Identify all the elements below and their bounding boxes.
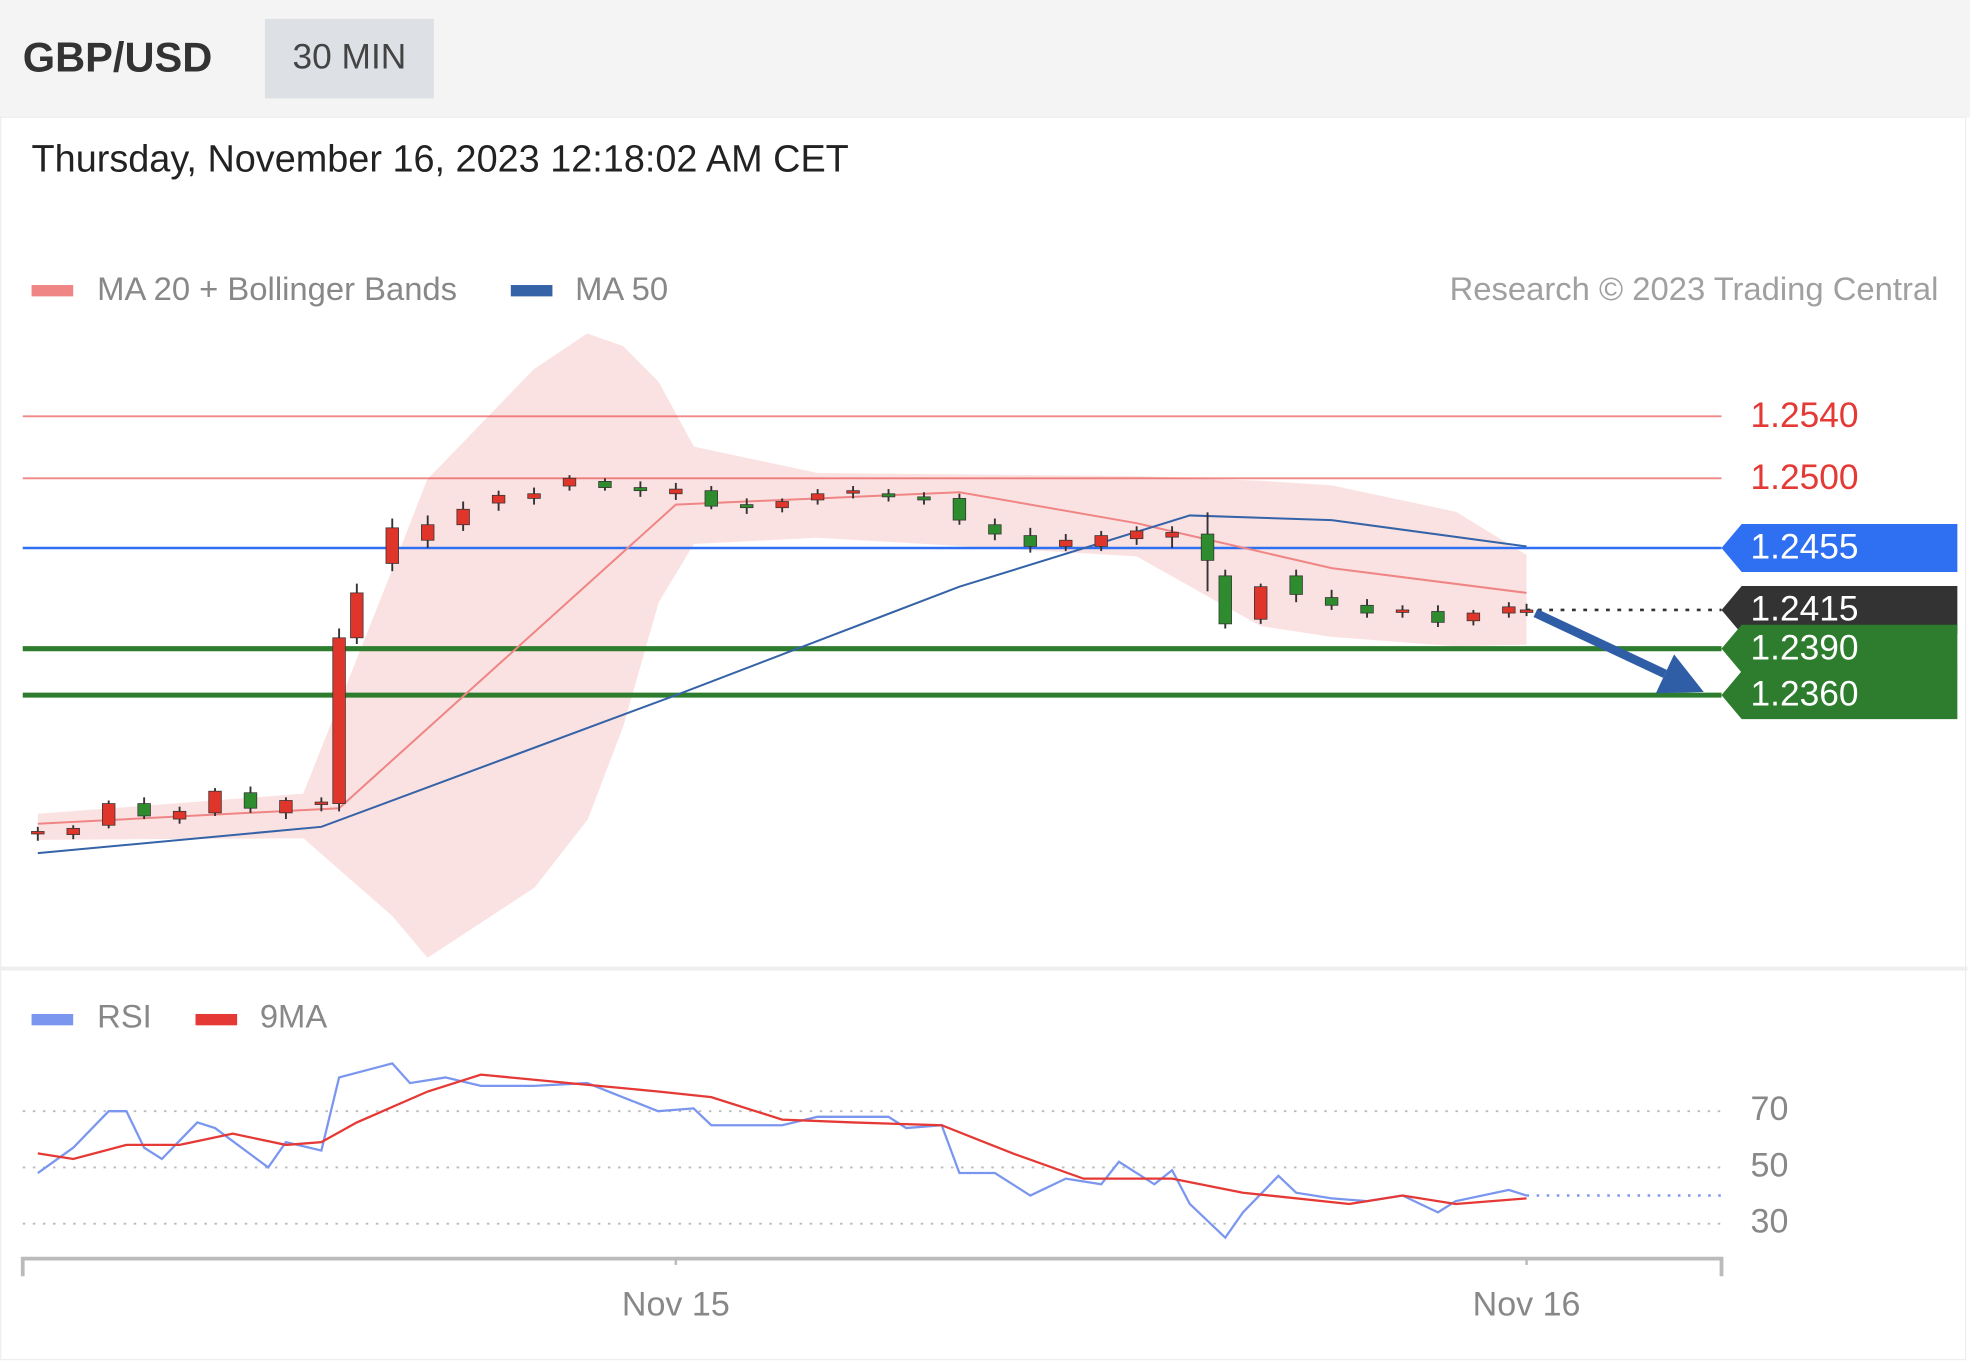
- candle-body: [1094, 535, 1108, 547]
- legend-label: 9MA: [260, 998, 328, 1035]
- level-tag: [1721, 585, 1958, 634]
- forecast-arrow: [1533, 609, 1667, 678]
- legend-label: RSI: [97, 998, 152, 1035]
- legend-label: MA 20 + Bollinger Bands: [97, 270, 457, 307]
- legend-swatch: [31, 1013, 74, 1026]
- y-tick-label: 50: [1751, 1146, 1789, 1184]
- legend-swatch: [31, 285, 74, 297]
- candle-body: [633, 487, 648, 492]
- candle-body: [31, 831, 45, 835]
- legend-label: MA 50: [575, 270, 668, 307]
- candle-body: [704, 490, 718, 507]
- candle-body: [1360, 604, 1374, 614]
- candle-body: [598, 480, 612, 488]
- bollinger-upper: [37, 333, 1527, 816]
- candle-body: [952, 498, 967, 521]
- candle-body: [846, 490, 860, 494]
- x-tick-label: Nov 16: [1473, 1286, 1581, 1324]
- candle-body: [917, 496, 931, 501]
- candle-body: [1218, 575, 1232, 625]
- timeframe-box: [264, 18, 434, 99]
- candle-body: [562, 477, 577, 487]
- level-tag: [1721, 524, 1958, 572]
- y-tick-label: 70: [1751, 1090, 1789, 1128]
- candle-body: [1129, 530, 1144, 540]
- candle-body: [1023, 535, 1037, 547]
- bollinger-fill: [37, 334, 1527, 957]
- moving-average: [37, 514, 1527, 855]
- candle-body: [527, 493, 541, 499]
- candle-body: [1502, 606, 1516, 614]
- candle-body: [1519, 609, 1534, 613]
- candle-body: [102, 803, 116, 826]
- candle-body: [314, 801, 329, 805]
- candle-body: [810, 493, 825, 501]
- candle-body: [740, 504, 754, 509]
- candle-body: [172, 810, 187, 820]
- candle-body: [1165, 532, 1179, 538]
- indicator-line: [37, 1062, 1527, 1240]
- candle-body: [385, 527, 399, 564]
- candle-body: [1324, 597, 1339, 606]
- level-label: 1.2500: [1751, 458, 1859, 497]
- candle-body: [881, 493, 896, 498]
- candle-body: [988, 524, 1002, 535]
- candle-body: [491, 494, 506, 504]
- candle-body: [669, 488, 683, 495]
- candle-body: [456, 508, 470, 526]
- legend-swatch: [195, 1013, 238, 1026]
- level-label: 1.2540: [1751, 396, 1859, 435]
- candle-body: [421, 524, 435, 541]
- arrow-head: [1655, 654, 1704, 694]
- level-tag: [1721, 624, 1958, 673]
- candle-body: [66, 827, 80, 835]
- bollinger-lower: [37, 536, 1527, 958]
- level-label: 1.2415: [1751, 590, 1859, 629]
- candle-body: [1466, 612, 1481, 622]
- candle-body: [1289, 575, 1303, 595]
- x-axis: [20, 1256, 1724, 1277]
- candle-body: [1431, 611, 1445, 623]
- candle-body: [1200, 533, 1215, 561]
- candle-body: [279, 800, 293, 814]
- timestamp: Thursday, November 16, 2023 12:18:02 AM …: [32, 138, 849, 180]
- candle-body: [1059, 539, 1073, 547]
- level-label: 1.2455: [1751, 528, 1859, 567]
- level-label: 1.2390: [1751, 628, 1859, 667]
- y-tick-label: 30: [1751, 1203, 1789, 1241]
- candle-body: [137, 803, 151, 817]
- candle-body: [332, 637, 346, 804]
- legend-swatch: [510, 285, 553, 297]
- candle-body: [350, 592, 364, 639]
- x-tick-label: Nov 15: [622, 1286, 730, 1324]
- level-tag: [1721, 671, 1958, 720]
- level-label: 1.2360: [1751, 675, 1859, 714]
- symbol: GBP/USD: [23, 34, 213, 81]
- timeframe: 30 MIN: [292, 38, 406, 77]
- indicator-line: [37, 1073, 1527, 1206]
- candle-body: [208, 790, 222, 814]
- candle-body: [775, 501, 789, 509]
- credit: Research © 2023 Trading Central: [1450, 270, 1939, 307]
- candle-body: [243, 792, 258, 809]
- candle-body: [1254, 586, 1268, 620]
- candle-body: [1395, 609, 1410, 613]
